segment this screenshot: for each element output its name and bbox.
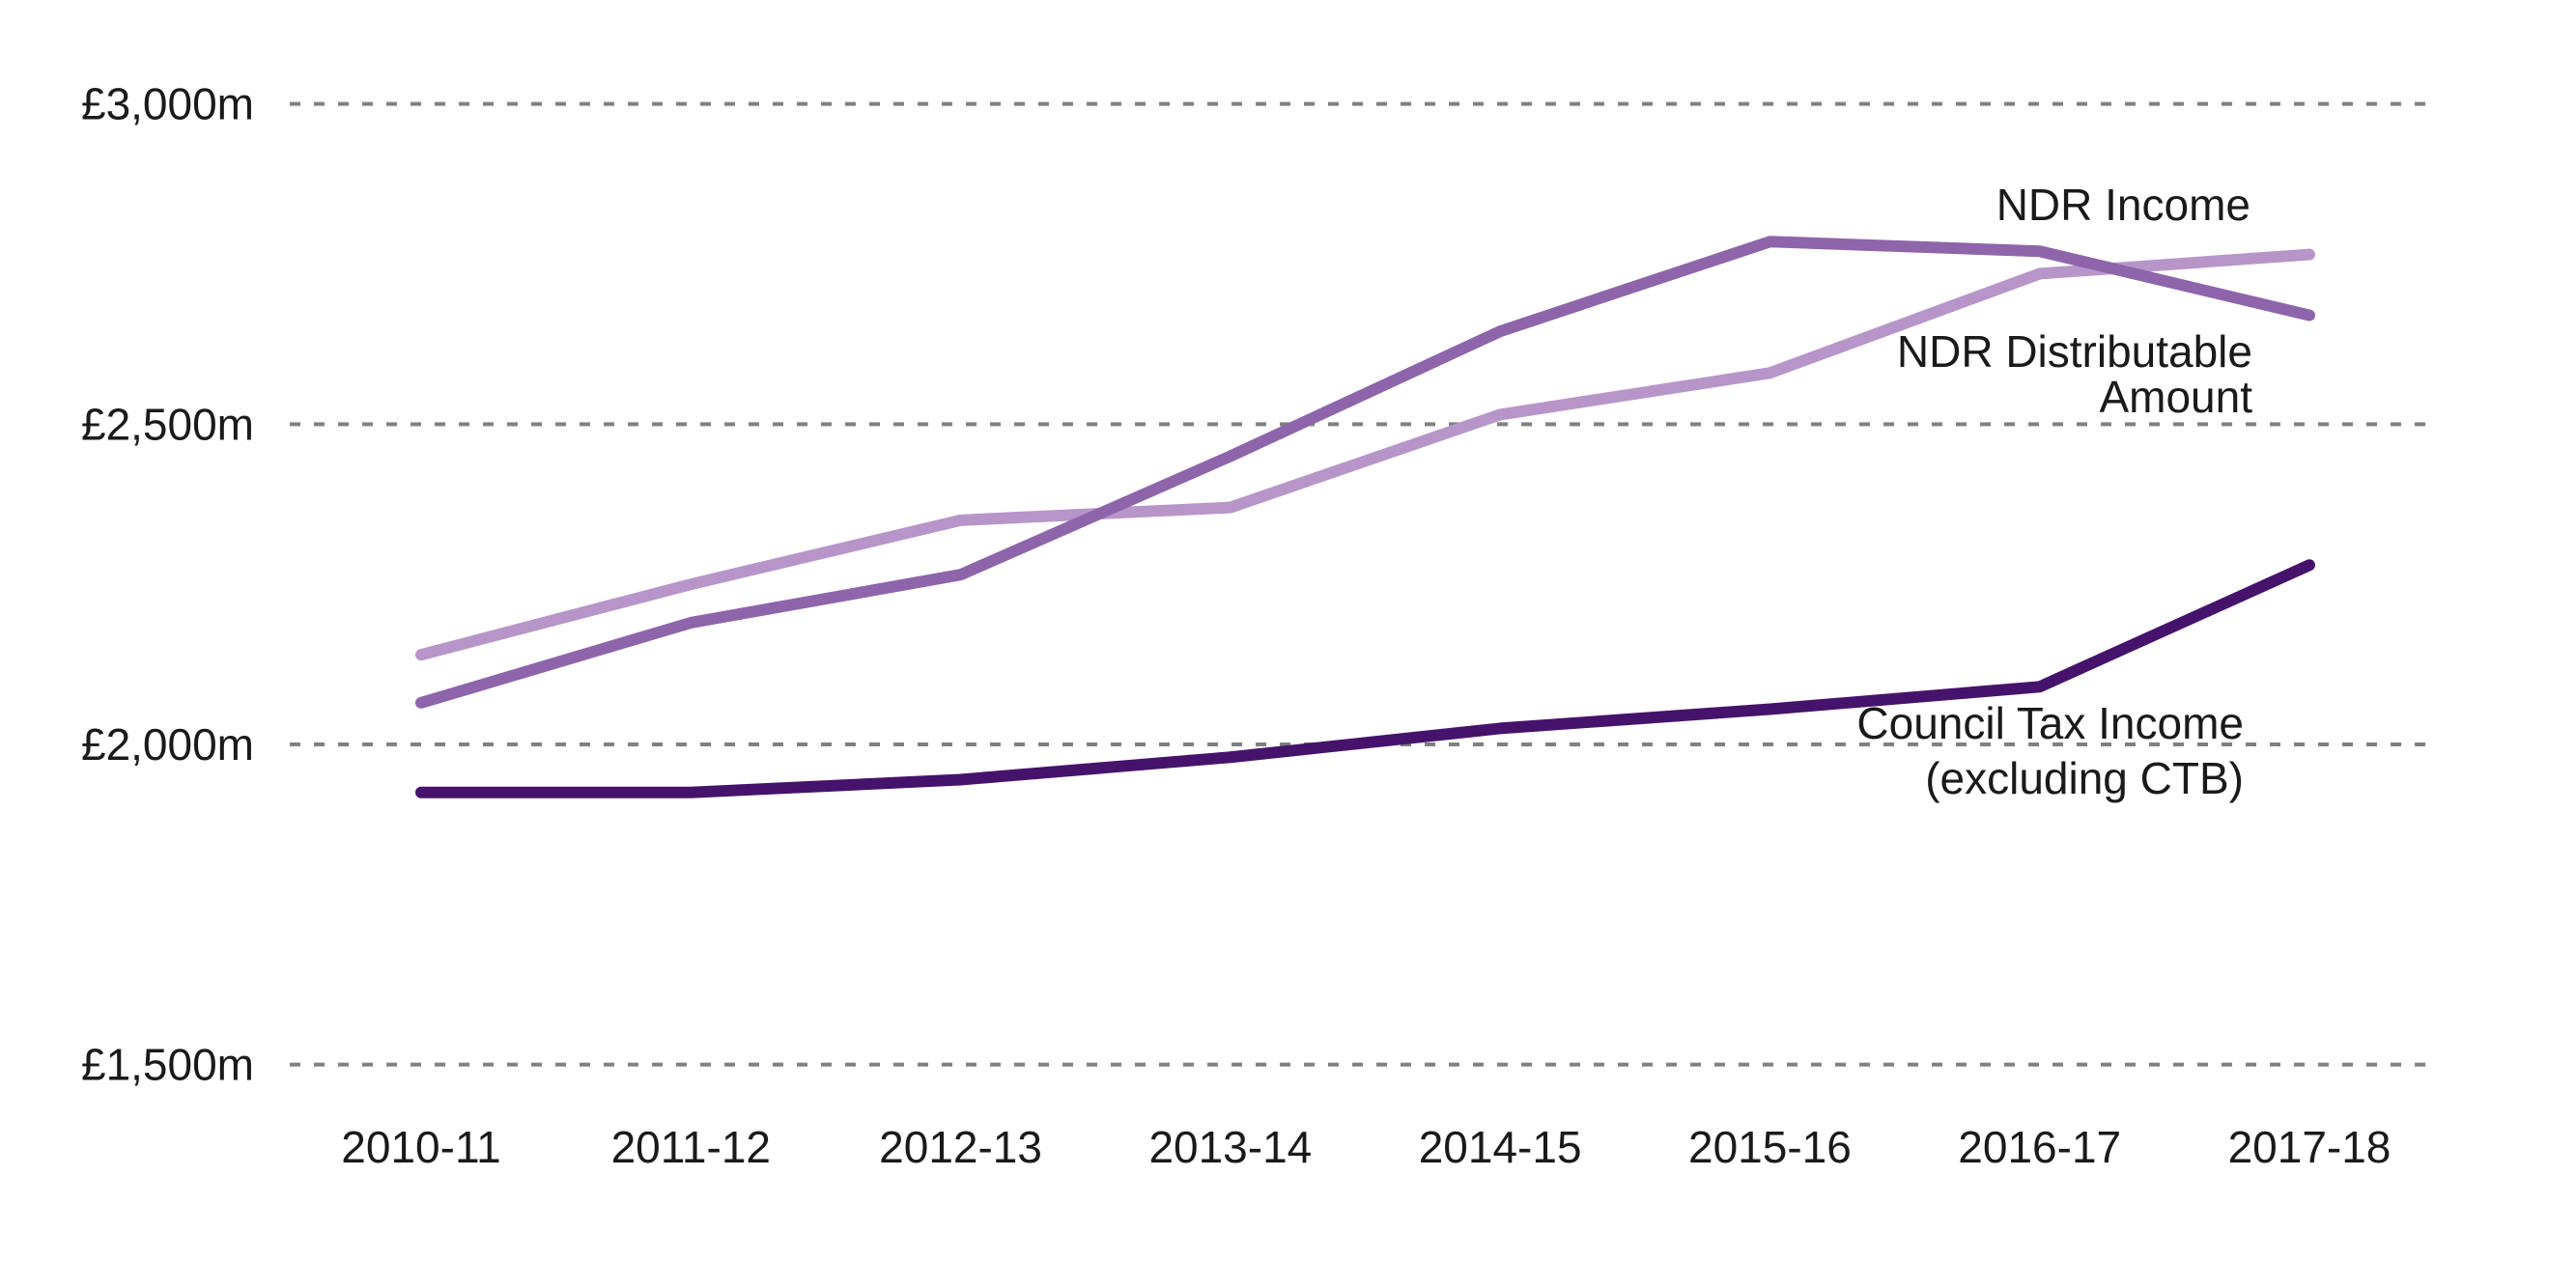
- series-label-council-tax-income-excluding-ctb: (excluding CTB): [1925, 753, 2244, 803]
- x-axis-tick-label: 2011-12: [611, 1122, 771, 1172]
- x-axis-tick-label: 2015-16: [1688, 1122, 1852, 1172]
- x-axis-tick-label: 2017-18: [2228, 1122, 2392, 1172]
- x-axis-tick-label: 2012-13: [879, 1122, 1042, 1172]
- y-axis-tick-label: £2,500m: [81, 399, 254, 449]
- series-line-council-tax-income-excluding-ctb: [415, 559, 2316, 798]
- series-label-ndr-income: NDR Income: [1996, 180, 2250, 230]
- x-axis-tick-label: 2016-17: [1958, 1122, 2121, 1172]
- x-axis-tick-label: 2014-15: [1419, 1122, 1582, 1172]
- series-line-ndr-distributable-amount: [415, 248, 2316, 661]
- y-axis-tick-label: £1,500m: [81, 1040, 254, 1090]
- series-label-ndr-distributable-amount: Amount: [2099, 372, 2252, 422]
- series-label-ndr-distributable-amount: NDR Distributable: [1897, 326, 2252, 377]
- series-label-council-tax-income-excluding-ctb: Council Tax Income: [1856, 698, 2244, 748]
- y-axis-tick-label: £3,000m: [81, 79, 254, 129]
- x-axis-tick-label: 2010-11: [341, 1122, 500, 1172]
- series-line-ndr-income: [415, 236, 2316, 709]
- y-axis-tick-label: £2,000m: [81, 719, 254, 770]
- x-axis-tick-label: 2013-14: [1148, 1122, 1312, 1172]
